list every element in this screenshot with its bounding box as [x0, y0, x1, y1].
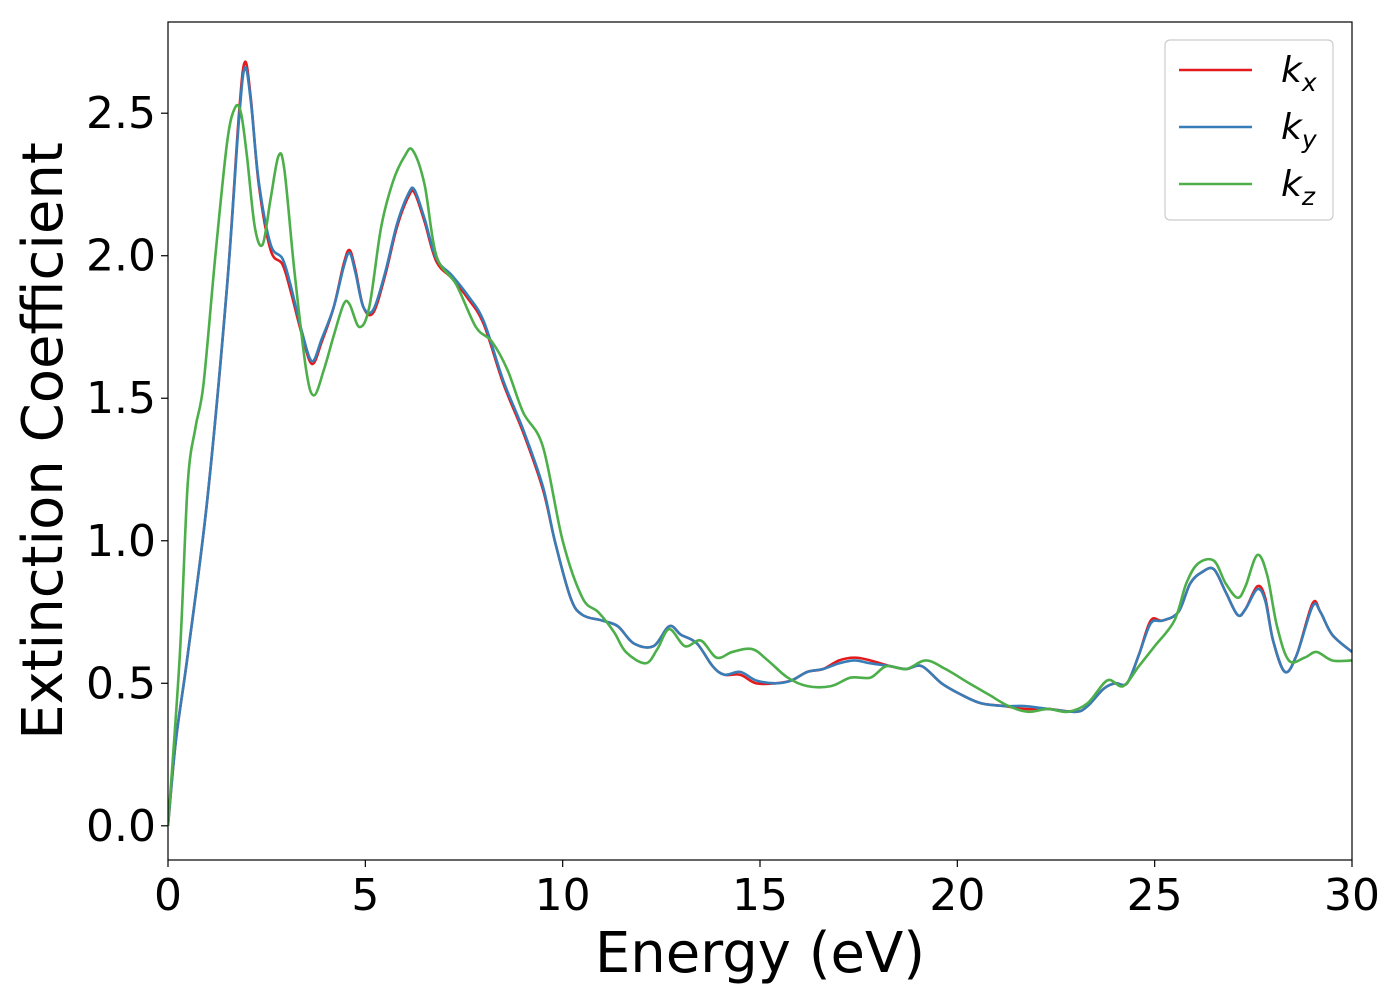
x-tick-label: 25: [1127, 870, 1183, 921]
x-tick-label: 30: [1324, 870, 1380, 921]
y-tick-label: 1.5: [86, 373, 156, 424]
y-axis-title: Extinction Coefficient: [11, 142, 76, 740]
x-axis-ticks: 0 5 10 15 20 25 30: [154, 860, 1380, 921]
y-tick-label: 0.0: [86, 801, 156, 852]
series-layer: [168, 60, 1352, 826]
series-line-ky: [168, 66, 1352, 826]
legend-label: kx: [1281, 50, 1317, 97]
x-tick-label: 15: [732, 870, 788, 921]
x-tick-label: 20: [929, 870, 985, 921]
x-tick-label: 10: [535, 870, 591, 921]
legend-box: [1164, 39, 1334, 221]
series-line-kz: [168, 103, 1352, 826]
y-tick-label: 2.5: [86, 88, 156, 139]
x-tick-label: 0: [154, 870, 182, 921]
legend-label: ky: [1281, 107, 1318, 154]
legend: kx ky kz: [1164, 39, 1334, 221]
x-axis-title: Energy (eV): [595, 921, 925, 986]
y-tick-label: 0.5: [86, 658, 156, 709]
y-axis-ticks: 0.0 0.5 1.0 1.5 2.0 2.5: [86, 88, 168, 852]
y-tick-label: 1.0: [86, 516, 156, 567]
legend-label: kz: [1281, 164, 1316, 211]
y-tick-label: 2.0: [86, 231, 156, 282]
x-tick-label: 5: [351, 870, 379, 921]
